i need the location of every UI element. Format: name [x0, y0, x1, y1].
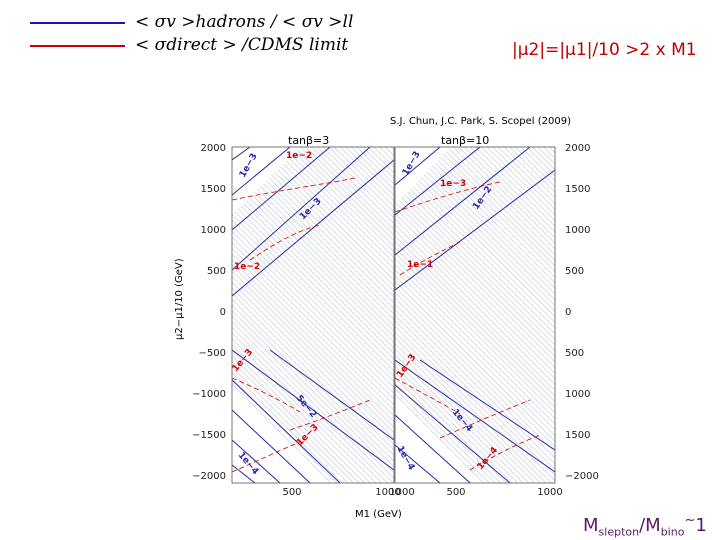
- y-tick-right: −2000: [565, 471, 599, 482]
- y-tick-right: 500: [565, 348, 584, 359]
- y-tick-right: 0: [565, 307, 571, 318]
- legend: < σv >hadrons / < σv >ll < σdirect > /CD…: [30, 10, 450, 60]
- y-tick-right: 1500: [565, 430, 590, 441]
- contour-label-red: 1e−2: [234, 262, 260, 272]
- figure-credit: S.J. Chun, J.C. Park, S. Scopel (2009): [390, 116, 571, 127]
- y-tick-left: −500: [199, 348, 226, 359]
- panel-right: [395, 147, 555, 483]
- contour-label-red: 1e−3: [440, 179, 466, 189]
- y-tick-right: 2000: [565, 143, 590, 154]
- y-tick-left: 1000: [201, 225, 226, 236]
- y-tick-right: 500: [565, 266, 584, 277]
- x-tick: 500: [282, 487, 301, 498]
- panel-left-title: tanβ=3: [288, 134, 329, 147]
- x-tick: 1000: [537, 487, 562, 498]
- y-tick-left: −1500: [192, 430, 226, 441]
- x-tick: 1000: [375, 487, 400, 498]
- y-axis-label: μ2−μ1/10 (GeV): [174, 258, 185, 340]
- y-tick-left: 0: [220, 307, 226, 318]
- legend-line-direct: [30, 45, 125, 47]
- y-tick-left: 500: [207, 266, 226, 277]
- y-tick-left: 1500: [201, 184, 226, 195]
- x-axis-label: M1 (GeV): [355, 509, 402, 520]
- mass-ratio-text: Mslepton/Mbino~1: [583, 513, 707, 539]
- legend-label-hadrons: < σv >hadrons / < σv >ll: [135, 12, 354, 32]
- y-tick-left: 2000: [201, 143, 226, 154]
- y-tick-left: −1000: [192, 389, 226, 400]
- contour-label-red: 1e−2: [286, 151, 312, 161]
- legend-label-direct: < σdirect > /CDMS limit: [135, 35, 349, 55]
- panel-left: [232, 147, 394, 483]
- contour-label-red: 1e−1: [407, 260, 433, 270]
- x-tick: 1000: [389, 487, 414, 498]
- legend-line-hadrons: [30, 22, 125, 24]
- y-tick-right: 1000: [565, 225, 590, 236]
- y-tick-right: 1500: [565, 184, 590, 195]
- x-tick: 500: [446, 487, 465, 498]
- panel-right-title: tanβ=10: [441, 134, 489, 147]
- condition-text: |μ2|=|μ1|/10 >2 x M1: [512, 40, 697, 60]
- y-tick-left: −2000: [192, 471, 226, 482]
- y-tick-right: 1000: [565, 389, 590, 400]
